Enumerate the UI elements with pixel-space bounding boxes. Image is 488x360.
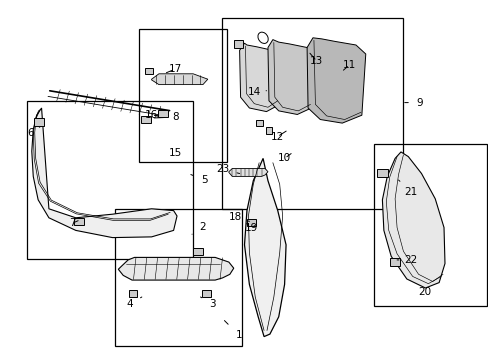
FancyBboxPatch shape <box>34 118 44 126</box>
FancyBboxPatch shape <box>389 258 400 266</box>
Text: 12: 12 <box>270 131 285 142</box>
FancyBboxPatch shape <box>128 290 137 297</box>
Text: 20: 20 <box>417 287 430 297</box>
Text: 15: 15 <box>168 148 182 158</box>
Text: 7: 7 <box>69 218 78 228</box>
Text: 22: 22 <box>396 255 417 265</box>
Bar <box>27 101 193 259</box>
FancyBboxPatch shape <box>255 120 262 126</box>
FancyBboxPatch shape <box>158 110 167 117</box>
Text: 10: 10 <box>278 153 290 163</box>
Text: 23: 23 <box>215 164 239 174</box>
Text: 5: 5 <box>190 175 207 185</box>
Text: 6: 6 <box>27 127 40 138</box>
Text: 18: 18 <box>228 212 249 222</box>
Polygon shape <box>267 40 315 114</box>
Polygon shape <box>118 257 233 280</box>
FancyBboxPatch shape <box>193 248 203 255</box>
Text: 14: 14 <box>247 87 266 97</box>
FancyBboxPatch shape <box>141 116 150 123</box>
Text: 17: 17 <box>166 64 182 74</box>
FancyBboxPatch shape <box>234 40 243 48</box>
Polygon shape <box>239 43 279 112</box>
Text: 11: 11 <box>342 60 356 70</box>
Text: 9: 9 <box>404 98 422 108</box>
Polygon shape <box>244 158 285 337</box>
Text: 8: 8 <box>154 112 179 122</box>
FancyBboxPatch shape <box>265 127 272 134</box>
Bar <box>222 18 403 209</box>
FancyBboxPatch shape <box>74 218 84 225</box>
Text: 13: 13 <box>309 53 323 66</box>
Text: 3: 3 <box>200 297 216 309</box>
Text: 21: 21 <box>398 180 417 197</box>
Polygon shape <box>228 168 267 176</box>
FancyBboxPatch shape <box>376 169 387 177</box>
FancyBboxPatch shape <box>145 68 153 74</box>
Text: 1: 1 <box>224 320 242 340</box>
Bar <box>373 144 486 306</box>
Text: 2: 2 <box>192 222 206 234</box>
Text: 19: 19 <box>244 222 258 233</box>
Text: 4: 4 <box>126 297 142 309</box>
Bar <box>139 29 227 162</box>
Bar <box>115 209 242 346</box>
Polygon shape <box>382 152 444 288</box>
Polygon shape <box>32 108 177 238</box>
Polygon shape <box>306 38 365 123</box>
Polygon shape <box>151 74 207 85</box>
FancyBboxPatch shape <box>247 219 256 226</box>
FancyBboxPatch shape <box>202 290 210 297</box>
Text: 16: 16 <box>144 110 158 120</box>
